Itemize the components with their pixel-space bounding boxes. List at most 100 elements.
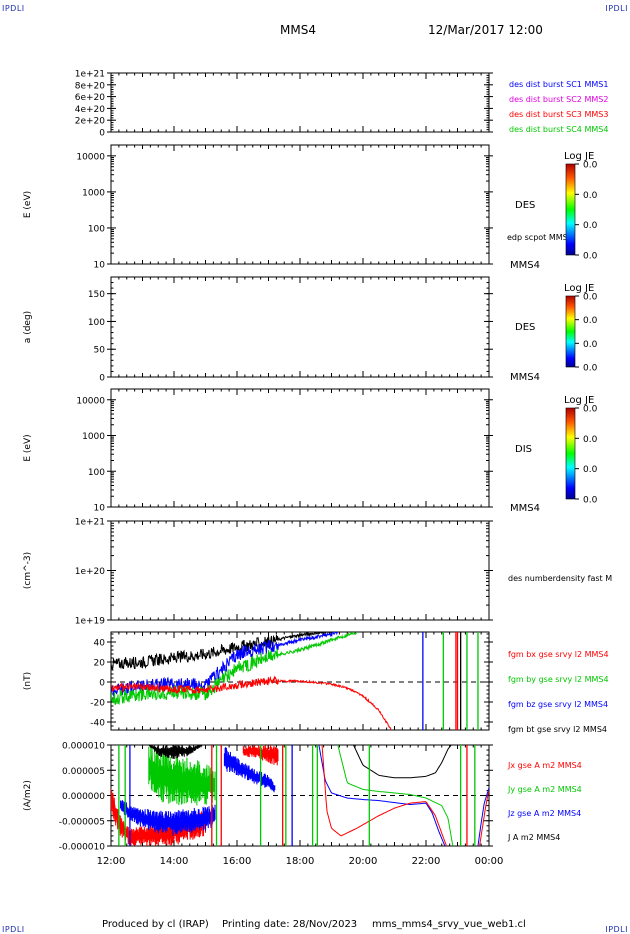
legend-entry: des dist burst SC3 MMS3	[509, 110, 608, 119]
series-line	[479, 789, 489, 846]
y-tick-label: 100	[88, 224, 105, 234]
y-tick-label: 10000	[76, 396, 105, 406]
y-tick-label: 0	[99, 374, 105, 384]
colorbar-tick-label: 0.0	[583, 465, 598, 475]
legend-entry: des dist burst SC1 MMS1	[509, 80, 608, 89]
y-axis-label: E (eV)	[23, 191, 33, 218]
panel-frame-dist	[110, 72, 490, 133]
colorbar-tick-label: 0.0	[583, 161, 598, 171]
y-tick-label: -20	[90, 699, 105, 709]
plot-datetime: 12/Mar/2017 12:00	[428, 23, 543, 37]
colorbar-title: Log JE	[564, 283, 594, 294]
colorbar-tick-label: 0.0	[583, 435, 598, 445]
y-tick-label: 150	[88, 290, 105, 300]
series-line	[111, 632, 358, 706]
colorbar-title: Log JE	[564, 151, 594, 162]
colorbar-tick-label: 0.0	[583, 340, 598, 350]
series-line	[111, 632, 332, 671]
colorbar-tick-label: 0.0	[583, 293, 598, 303]
corner-label-bottom-left: IPDLI	[2, 925, 25, 934]
legend-entry: J A m2 MMS4	[507, 833, 560, 842]
spectrogram-spacecraft-label: MMS4	[510, 372, 540, 383]
legend-entry: fgm bt gse srvy l2 MMS4	[508, 725, 607, 734]
y-tick-label: 100	[88, 468, 105, 478]
legend-entry: des dist burst SC2 MMS2	[509, 95, 608, 104]
spectrogram-sub-label: edp scpot MMS4	[507, 233, 573, 242]
panel-frame-des_pitch	[110, 276, 490, 378]
legend-entry: Jy gse A m2 MMS4	[507, 785, 582, 794]
y-tick-label: 0	[99, 129, 105, 139]
y-axis-label: E (eV)	[23, 434, 33, 461]
y-tick-label: -0.000010	[59, 843, 105, 853]
colorbar-title: Log JE	[564, 395, 594, 406]
spectrogram-spacecraft-label: MMS4	[510, 260, 540, 271]
x-tick-label: 00:00	[475, 856, 504, 867]
y-tick-label: 1e+21	[75, 518, 105, 528]
y-tick-label: 1000	[82, 188, 105, 198]
spectrogram-spacecraft-label: MMS4	[510, 503, 540, 514]
y-tick-label: 0.000010	[62, 742, 105, 752]
corner-label-bottom-right: IPDLI	[605, 925, 628, 934]
y-tick-label: 1e+21	[75, 70, 105, 80]
y-tick-label: 4e+20	[75, 105, 106, 115]
legend-entry: des numberdensity fast M	[508, 574, 612, 583]
x-tick-label: 12:00	[97, 856, 126, 867]
x-tick-label: 16:00	[223, 856, 252, 867]
colorbar-tick-label: 0.0	[583, 191, 598, 201]
printing-date: Printing date: 28/Nov/2023	[222, 919, 358, 930]
y-tick-label: 6e+20	[75, 93, 106, 103]
colorbar-tick-label: 0.0	[583, 496, 598, 506]
y-tick-label: -0.000005	[59, 817, 105, 827]
x-tick-label: 18:00	[286, 856, 315, 867]
x-tick-label: 20:00	[349, 856, 378, 867]
y-tick-label: 40	[94, 639, 106, 649]
series-line	[337, 745, 454, 846]
series-line	[318, 745, 446, 846]
y-tick-label: 1000	[82, 432, 105, 442]
series-line	[353, 745, 452, 779]
spacecraft-title: MMS4	[280, 23, 316, 37]
colorbar-tick-label: 0.0	[583, 405, 598, 415]
y-axis-label: a (deg)	[23, 311, 33, 343]
series-line	[477, 787, 489, 846]
y-tick-label: 2e+20	[75, 117, 106, 127]
legend-entry: des dist burst SC4 MMS4	[509, 125, 608, 134]
panel-frame-des_energy	[110, 144, 490, 265]
noise-band	[148, 745, 203, 760]
y-tick-label: -40	[90, 719, 105, 729]
legend-entry: Jz gse A m2 MMS4	[507, 809, 581, 818]
panel-frame-dis_energy	[110, 388, 490, 508]
legend-entry: Jx gse A m2 MMS4	[507, 761, 582, 770]
y-axis-label: (nT)	[23, 672, 33, 690]
y-tick-label: 100	[88, 318, 105, 328]
y-tick-label: 10	[94, 261, 106, 271]
y-tick-label: 8e+20	[75, 81, 106, 91]
spectrogram-label: DES	[515, 322, 535, 333]
series-line	[111, 675, 392, 730]
panel-frame-density	[110, 520, 490, 621]
legend-entry: fgm by gse srvy l2 MMS4	[508, 675, 609, 684]
x-tick-label: 22:00	[412, 856, 441, 867]
spectrogram-label: DES	[515, 200, 535, 211]
y-tick-label: 20	[94, 659, 106, 669]
colorbar	[565, 407, 576, 500]
y-tick-label: 1e+19	[75, 617, 106, 627]
colorbar	[565, 295, 576, 368]
y-axis-label: (A/m2)	[23, 780, 33, 811]
produced-by: Produced by cl (IRAP)	[102, 919, 209, 930]
colorbar-tick-label: 0.0	[583, 252, 598, 262]
noise-band	[120, 800, 216, 836]
y-tick-label: 10000	[76, 152, 105, 162]
colorbar-tick-label: 0.0	[583, 316, 598, 326]
colorbar-tick-label: 0.0	[583, 221, 598, 231]
corner-label-top-right: IPDLI	[605, 4, 628, 13]
colorbar-tick-label: 0.0	[583, 364, 598, 374]
legend-entry: fgm bz gse srvy l2 MMS4	[508, 700, 608, 709]
y-tick-label: 1e+20	[75, 567, 106, 577]
plot-filename: mms_mms4_srvy_vue_web1.cl	[372, 919, 526, 930]
x-tick-label: 14:00	[160, 856, 189, 867]
series-line	[321, 745, 447, 846]
legend-entry: fgm bx gse srvy l2 MMS4	[508, 650, 609, 659]
y-tick-label: 0.000005	[62, 767, 105, 777]
